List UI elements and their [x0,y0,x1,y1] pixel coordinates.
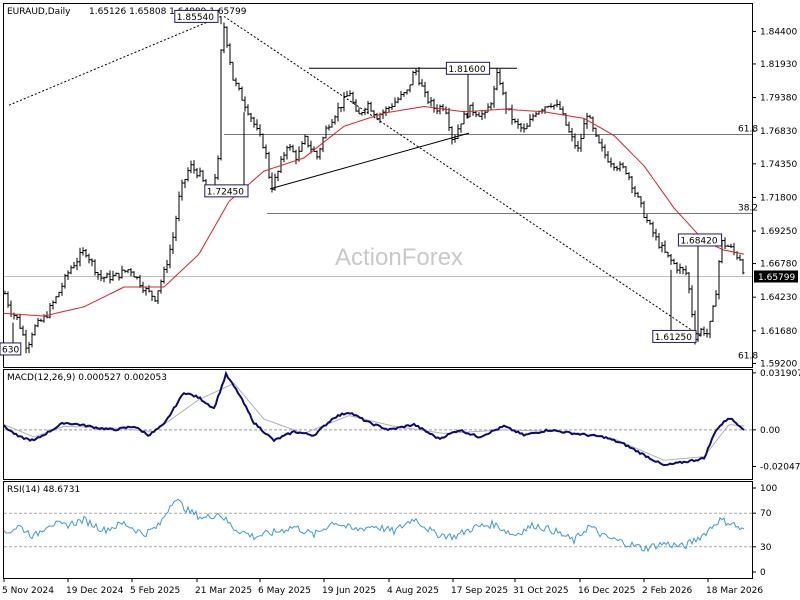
macd-chart [3,370,752,467]
price-y-tick-label: 1.71800 [760,193,797,203]
label-frame [652,329,697,343]
y-axes: 1.84400 1.81930 1.79380 1.76830 1.74350 1.718… [752,27,800,578]
price-y-tick-label: 1.64230 [760,293,797,303]
x-tick-label: 6 May 2025 [258,586,311,596]
label-frame [677,233,723,247]
rsi-header: RSI(14) 48.6731 [7,485,80,495]
x-tick-label: 31 Oct 2025 [513,586,569,596]
rsi-panel-frame [3,481,753,579]
fib-label: 61.8 [738,124,758,134]
label-frame [174,9,219,23]
price-y-tick-label: 1.61680 [760,327,797,337]
price-label-box: 1.85540 [174,9,219,23]
current-price-box [754,270,798,283]
macd-header: MACD(12,26,9) 0.000527 0.002053 [7,373,167,383]
price-panel-frame [3,3,753,368]
x-tick-label: 4 Aug 2025 [387,586,439,596]
price-y-tick-label: 1.76830 [760,127,797,137]
macd-y-tick-label: 0.031907 [760,369,800,379]
trendline-rising-solid [269,132,470,190]
price-y-tick-label: 1.79380 [760,94,797,104]
label-text: 61.8 [738,351,758,361]
label-text: 1.68420 [680,236,717,246]
price-chart: 1.85540 1.81600 1.72450 1.68420 1.61250 630 61… [0,9,758,361]
price-y-tick-label: 1.69250 [760,227,797,237]
trendline-rising-dotted [8,15,222,106]
rsi-y-tick-label: 30 [760,543,772,553]
x-tick-label: 19 Jun 2025 [322,586,376,596]
fib-label: 61.8 [738,351,758,361]
rsi-line [3,498,745,553]
x-axis: 5 Nov 2024 19 Dec 2024 5 Feb 2025 21 Mar 20… [2,578,763,596]
x-tick-label: 16 Dec 2025 [578,586,636,596]
price-y-tick-label: 1.66780 [760,260,797,270]
watermark: ActionForex [335,244,463,271]
label-text: 1.85540 [177,13,214,23]
label-text: 1.72450 [207,187,244,197]
label-frame [0,342,22,356]
label-text: 61.8 [738,124,758,134]
x-tick-label: 18 Mar 2026 [706,586,763,596]
label-text: 38.2 [738,203,758,213]
x-tick-label: 2 Feb 2026 [642,586,693,596]
label-text: 1.61250 [655,333,692,343]
macd-line [3,370,745,467]
price-y-tick-label: 1.59200 [760,359,797,369]
price-y-tick-label: 1.84400 [760,27,797,37]
price-label-box: 1.81600 [445,61,491,75]
label-text: 630 [2,345,19,355]
macd-panel-frame [3,369,753,480]
macd-y-tick-label: 0.00 [760,426,780,436]
current-price-label: 1.65799 [758,273,795,283]
rsi-chart [3,498,752,553]
macd-y-tick-label: -0.020479 [760,462,800,472]
rsi-y-tick-label: 100 [760,484,777,494]
price-header-ohlc: 1.65126 1.65808 1.64989 1.65799 [89,7,247,17]
price-label-box: 1.61250 [652,329,697,343]
x-tick-label: 19 Dec 2024 [66,586,124,596]
rsi-y-tick-label: 70 [760,509,772,519]
x-tick-label: 5 Nov 2024 [2,586,54,596]
label-frame [204,184,249,198]
price-label-box: 630 [0,342,22,356]
moving-average-line [3,105,745,317]
x-tick-label: 21 Mar 2025 [195,586,252,596]
label-frame [445,61,491,75]
price-y-tick-label: 1.74350 [760,160,797,170]
x-tick-label: 5 Feb 2025 [130,586,180,596]
panel-borders [3,3,753,579]
fib-label: 38.2 [738,203,758,213]
price-y-tick-label: 1.81930 [760,60,797,70]
rsi-y-tick-label: 0 [760,568,766,578]
x-tick-label: 17 Sep 2025 [451,586,508,596]
price-label-box: 1.72450 [204,184,249,198]
price-header-symbol: EURAUD,Daily [7,7,71,17]
label-text: 1.81600 [448,65,485,75]
price-label-box: 1.68420 [677,233,723,247]
